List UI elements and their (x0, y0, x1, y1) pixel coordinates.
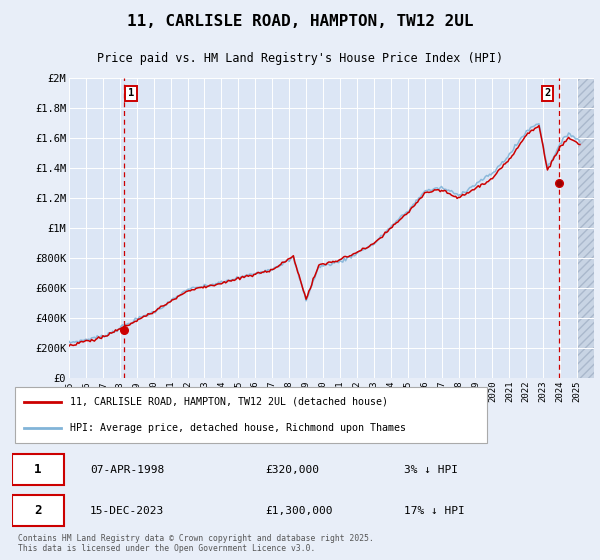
Text: 2: 2 (34, 504, 41, 517)
Text: 1: 1 (128, 88, 134, 99)
Text: 15-DEC-2023: 15-DEC-2023 (90, 506, 164, 516)
Text: 11, CARLISLE ROAD, HAMPTON, TW12 2UL: 11, CARLISLE ROAD, HAMPTON, TW12 2UL (127, 13, 473, 29)
Text: 1: 1 (34, 464, 41, 477)
Text: 11, CARLISLE ROAD, HAMPTON, TW12 2UL (detached house): 11, CARLISLE ROAD, HAMPTON, TW12 2UL (de… (70, 396, 388, 407)
Text: 07-APR-1998: 07-APR-1998 (90, 465, 164, 475)
FancyBboxPatch shape (12, 455, 64, 486)
FancyBboxPatch shape (15, 387, 487, 443)
Text: Price paid vs. HM Land Registry's House Price Index (HPI): Price paid vs. HM Land Registry's House … (97, 53, 503, 66)
Text: £1,300,000: £1,300,000 (265, 506, 333, 516)
Text: 3% ↓ HPI: 3% ↓ HPI (404, 465, 458, 475)
Text: Contains HM Land Registry data © Crown copyright and database right 2025.
This d: Contains HM Land Registry data © Crown c… (18, 534, 374, 553)
Text: 17% ↓ HPI: 17% ↓ HPI (404, 506, 464, 516)
Text: HPI: Average price, detached house, Richmond upon Thames: HPI: Average price, detached house, Rich… (70, 423, 406, 433)
FancyBboxPatch shape (12, 495, 64, 526)
Text: 2: 2 (544, 88, 550, 99)
Bar (577, 63, 600, 378)
Text: £320,000: £320,000 (265, 465, 319, 475)
